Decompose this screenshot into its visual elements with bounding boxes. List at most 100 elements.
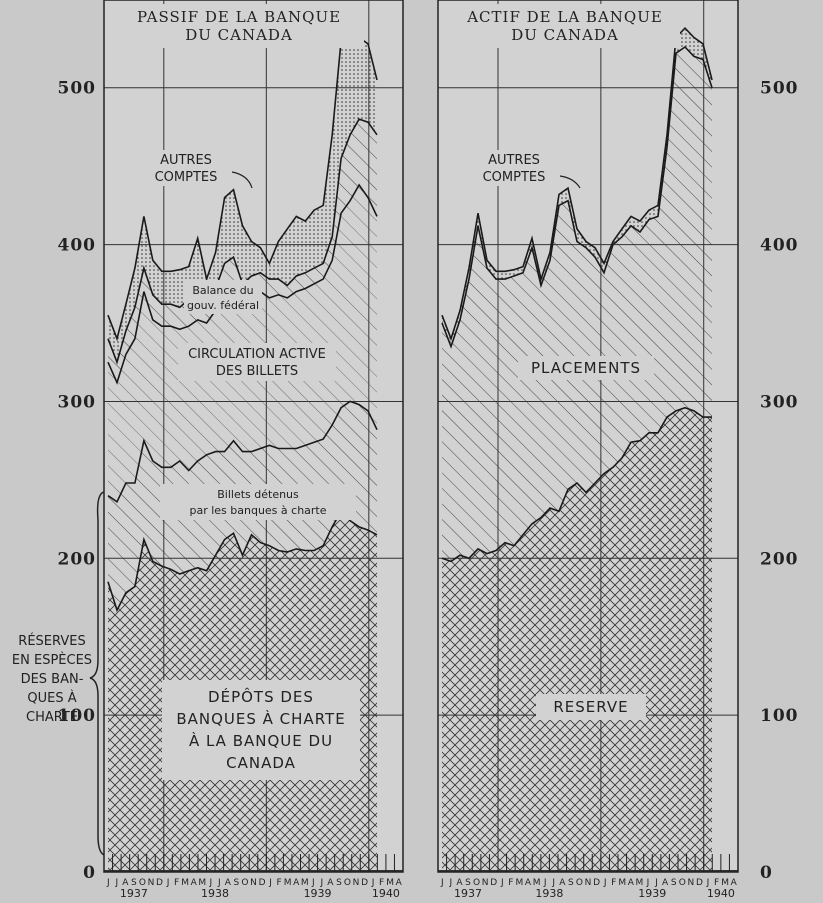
series-lines (441, 26, 713, 563)
label-reserves-1: RÉSERVES (18, 633, 85, 649)
x-tick-label: O (473, 878, 480, 888)
x-tick-label: D (696, 878, 703, 888)
x-tick-label: A (559, 878, 566, 888)
x-tick-label: O (139, 878, 146, 888)
x-tick-label: M (386, 878, 394, 888)
x-tick-label: D (593, 878, 600, 888)
y-tick-label: 0 (760, 863, 773, 883)
label-balance-2: gouv. fédéral (187, 299, 259, 312)
label-box (468, 150, 560, 186)
x-tick-label: O (576, 878, 583, 888)
label-placements: PLACEMENTS (531, 359, 641, 377)
series-line-1 (441, 406, 712, 563)
x-tick-label: A (731, 878, 738, 888)
area-4 (108, 119, 377, 383)
y-tick-label: 500 (760, 79, 799, 99)
series-line-5 (107, 26, 378, 342)
reserves-annotation: RÉSERVES EN ESPÈCES DES BAN- QUES À CHAR… (12, 491, 105, 856)
label-autres-comptes-2: COMPTES (155, 170, 218, 185)
chart-title-line-1: ACTIF DE LA BANQUE (466, 8, 663, 26)
label-box (518, 356, 654, 380)
x-tick-label: J (706, 878, 710, 888)
x-tick-label: O (679, 878, 686, 888)
liabilities-panel: PASSIF DE LA BANQUE DU CANADA AUTRES COM… (103, 0, 404, 873)
x-tick-label: F (174, 878, 179, 888)
y-tick-label: 500 (58, 79, 97, 99)
x-tick-label: M (533, 878, 541, 888)
area-2 (442, 47, 712, 562)
x-tick-label: J (371, 878, 375, 888)
x-tick-label: M (284, 878, 292, 888)
y-tick-labels-left: 0 100 200 300 400 500 (58, 79, 97, 883)
baseline (438, 870, 738, 872)
y-tick-label: 200 (58, 549, 97, 569)
label-box (140, 150, 232, 186)
x-tick-label: S (465, 878, 471, 888)
x-tick-label: D (361, 878, 368, 888)
x-tick-label: N (585, 878, 592, 888)
x-tick-label: J (440, 878, 444, 888)
label-billets-1: Billets détenus (217, 488, 299, 501)
x-tick-label: J (268, 878, 272, 888)
label-reserves-5: CHARTE (26, 710, 78, 725)
x-tick-label: J (320, 878, 324, 888)
label-arrow (559, 175, 581, 189)
series-line-2 (107, 400, 378, 503)
chart-title-line-2: DU CANADA (185, 26, 293, 44)
x-year-label: 1937 (454, 887, 482, 899)
x-tick-label: J (543, 878, 547, 888)
reserves-brace (89, 491, 105, 856)
y-tick-label: 300 (58, 392, 97, 412)
label-reserves-3: DES BAN- (21, 672, 84, 687)
label-box (160, 484, 356, 520)
label-arrow (231, 171, 253, 189)
x-tick-label: A (525, 878, 532, 888)
x-tick-label: M (181, 878, 189, 888)
x-tick-label: F (508, 878, 513, 888)
label-depots-4: CANADA (226, 754, 296, 772)
label-box (536, 694, 646, 720)
x-tick-label: D (259, 878, 266, 888)
y-tick-label: 200 (760, 549, 799, 569)
label-reserves-2: EN ESPÈCES (12, 652, 92, 668)
x-tick-label: J (106, 878, 110, 888)
y-tick-label: 100 (760, 706, 799, 726)
x-tick-label: A (122, 878, 129, 888)
label-reserve: RESERVE (553, 698, 628, 716)
title-box (114, 4, 364, 48)
x-tick-label: O (241, 878, 248, 888)
chart-title-line-2: DU CANADA (511, 26, 619, 44)
x-year-label: 1940 (372, 887, 400, 899)
y-tick-labels-right: 0 100 200 300 400 500 (760, 79, 799, 883)
x-tick-label: J (166, 878, 170, 888)
label-box (178, 343, 336, 381)
x-tick-label: A (293, 878, 300, 888)
plot-frame (103, 0, 404, 873)
x-tick-label: M (198, 878, 206, 888)
label-autres-comptes-2: COMPTES (483, 170, 546, 185)
x-tick-label: M (301, 878, 309, 888)
x-tick-marks (103, 854, 404, 872)
x-tick-label: M (618, 878, 626, 888)
assets-panel: ACTIF DE LA BANQUE DU CANADA AUTRES COMP… (437, 0, 739, 873)
x-tick-label: J (551, 878, 555, 888)
x-tick-label: J (114, 878, 118, 888)
x-tick-label: J (208, 878, 212, 888)
area-5 (108, 28, 377, 363)
x-tick-label: J (646, 878, 650, 888)
x-tick-label: J (654, 878, 658, 888)
x-tick-label: A (327, 878, 334, 888)
x-tick-label: N (482, 878, 489, 888)
x-tick-label: S (234, 878, 240, 888)
x-tick-label: J (217, 878, 221, 888)
label-reserves-4: QUES À (27, 690, 76, 706)
x-tick-label: J (311, 878, 315, 888)
x-tick-label: A (191, 878, 198, 888)
x-tick-label: A (628, 878, 635, 888)
area-1 (442, 407, 712, 872)
x-tick-label: N (353, 878, 360, 888)
